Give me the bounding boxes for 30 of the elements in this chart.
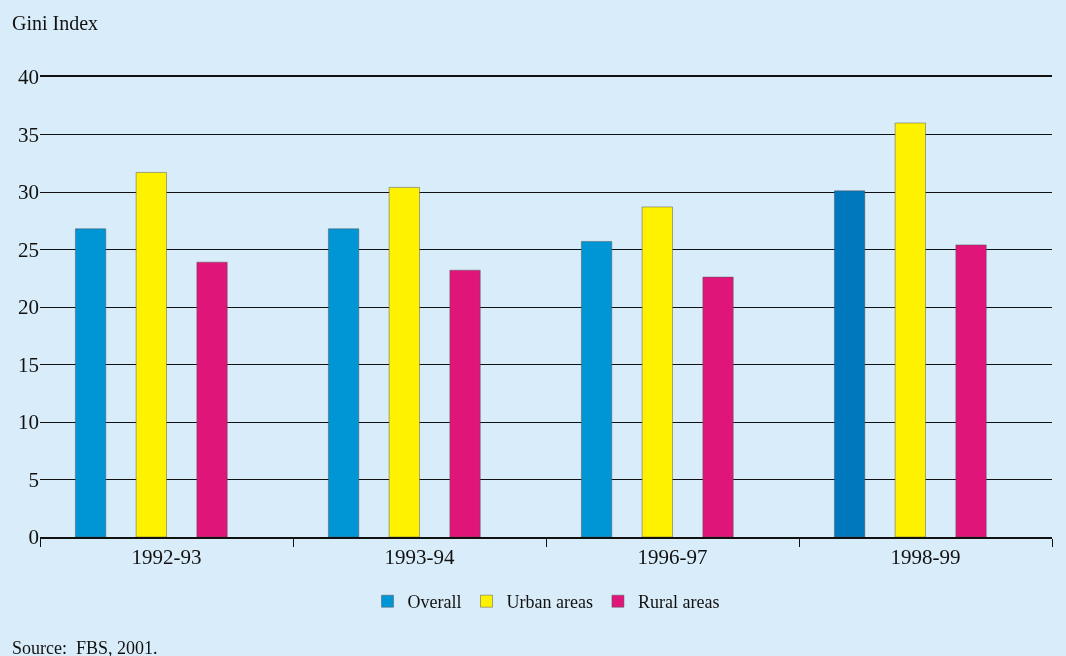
x-tick-label: 1996-97 bbox=[637, 544, 708, 569]
bar bbox=[135, 172, 167, 537]
bar bbox=[196, 261, 228, 537]
y-tick-label: 0 bbox=[28, 525, 39, 550]
bar bbox=[388, 187, 420, 537]
bar bbox=[328, 228, 360, 537]
y-tick-label: 25 bbox=[18, 237, 39, 262]
bar bbox=[702, 276, 734, 537]
y-tick-label: 30 bbox=[18, 180, 39, 205]
bar bbox=[894, 122, 926, 537]
bar bbox=[75, 228, 107, 537]
y-axis-title: Gini Index bbox=[12, 12, 99, 34]
y-tick-label: 35 bbox=[18, 122, 39, 147]
bar bbox=[834, 190, 866, 537]
bar bbox=[641, 206, 673, 537]
source-note: Source: FBS, 2001. bbox=[12, 638, 158, 656]
legend-label: Rural areas bbox=[637, 592, 720, 613]
bar bbox=[581, 241, 613, 537]
bar bbox=[955, 244, 987, 537]
legend-label: Urban areas bbox=[506, 592, 593, 613]
x-tick-label: 1992-93 bbox=[131, 544, 202, 569]
x-tick-label: 1993-94 bbox=[384, 544, 455, 569]
legend-label: Overall bbox=[407, 592, 462, 613]
y-tick-label: 20 bbox=[18, 295, 39, 320]
y-tick-label: 5 bbox=[28, 467, 39, 492]
y-tick-label: 15 bbox=[18, 352, 39, 377]
y-tick-label: 10 bbox=[18, 410, 39, 435]
y-tick-label: 40 bbox=[18, 65, 39, 90]
x-tick-label: 1998-99 bbox=[890, 544, 961, 569]
bar bbox=[449, 269, 481, 537]
